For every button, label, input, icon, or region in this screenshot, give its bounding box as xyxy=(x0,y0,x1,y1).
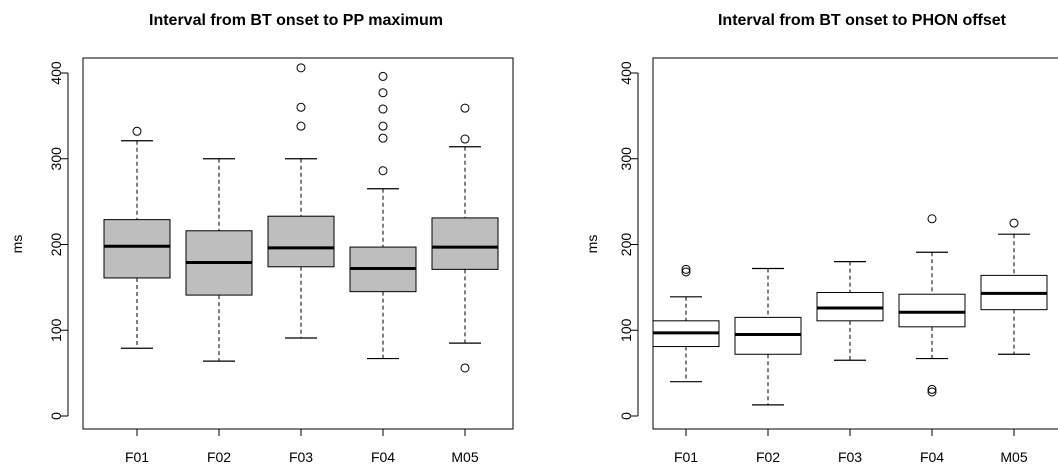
y-tick-label: 200 xyxy=(618,233,634,257)
x-tick-label: F02 xyxy=(207,449,231,465)
outlier-point xyxy=(681,264,691,274)
y-axis: 0 100 200 300 400 xyxy=(618,61,639,420)
outlier-point xyxy=(681,267,691,277)
outlier-point xyxy=(296,102,306,112)
x-tick-label: M05 xyxy=(451,449,478,465)
x-tick-label: F01 xyxy=(125,449,149,465)
plot-frame xyxy=(652,57,1058,430)
outlier-point xyxy=(378,121,388,131)
box-F01 xyxy=(652,264,720,383)
x-tick-label: M05 xyxy=(1000,449,1027,465)
box-iqr xyxy=(898,293,966,328)
outlier-point xyxy=(296,121,306,131)
box-F01 xyxy=(103,126,171,349)
outlier-point xyxy=(460,103,470,113)
y-tick-label: 300 xyxy=(48,147,64,171)
box-F03 xyxy=(267,63,335,339)
outlier-point xyxy=(132,126,142,136)
box-F03 xyxy=(816,261,884,361)
outlier-point xyxy=(378,88,388,98)
outlier-point xyxy=(927,387,937,397)
box-iqr xyxy=(267,215,335,268)
y-axis-label: ms xyxy=(584,235,600,254)
chart-panel-left: Interval from BT onset to PP maximum ms … xyxy=(9,12,514,465)
x-tick-label: F03 xyxy=(289,449,313,465)
chart-title: Interval from BT onset to PP maximum xyxy=(149,12,443,29)
box-iqr xyxy=(431,217,499,270)
outlier-point xyxy=(927,214,937,224)
outlier-point xyxy=(927,384,937,394)
y-tick-label: 400 xyxy=(618,61,634,85)
x-tick-label: F02 xyxy=(756,449,780,465)
outlier-point xyxy=(378,166,388,176)
box-F02 xyxy=(185,158,253,362)
y-tick-label: 100 xyxy=(618,318,634,342)
y-tick-label: 200 xyxy=(48,233,64,257)
y-tick-label: 400 xyxy=(48,61,64,85)
outlier-point xyxy=(460,363,470,373)
y-tick-label: 300 xyxy=(618,147,634,171)
box-M05 xyxy=(431,103,499,373)
outlier-point xyxy=(378,104,388,114)
y-axis-label: ms xyxy=(9,235,25,254)
x-axis: F01 F02 F03 F04 M05 xyxy=(125,428,479,465)
x-tick-label: F04 xyxy=(920,449,944,465)
y-tick-label: 0 xyxy=(618,412,634,420)
box-F02 xyxy=(734,267,802,406)
box-series xyxy=(652,214,1048,406)
x-tick-label: F04 xyxy=(371,449,395,465)
y-tick-label: 100 xyxy=(48,318,64,342)
box-iqr xyxy=(103,219,171,279)
box-F04 xyxy=(349,71,417,360)
box-F04 xyxy=(898,214,966,397)
x-axis: F01 F02 F03 F04 M05 xyxy=(674,428,1028,465)
outlier-point xyxy=(1009,218,1019,228)
outlier-point xyxy=(296,63,306,73)
y-tick-label: 0 xyxy=(48,412,64,420)
outlier-point xyxy=(460,134,470,144)
x-tick-label: F03 xyxy=(838,449,862,465)
outlier-point xyxy=(378,133,388,143)
chart-title: Interval from BT onset to PHON offset xyxy=(718,12,1007,29)
x-tick-label: F01 xyxy=(674,449,698,465)
chart-panel-right: Interval from BT onset to PHON offset ms… xyxy=(584,12,1058,465)
box-series xyxy=(103,63,499,373)
outlier-point xyxy=(378,71,388,81)
box-M05 xyxy=(980,218,1048,355)
y-axis: 0 100 200 300 400 xyxy=(48,61,69,420)
